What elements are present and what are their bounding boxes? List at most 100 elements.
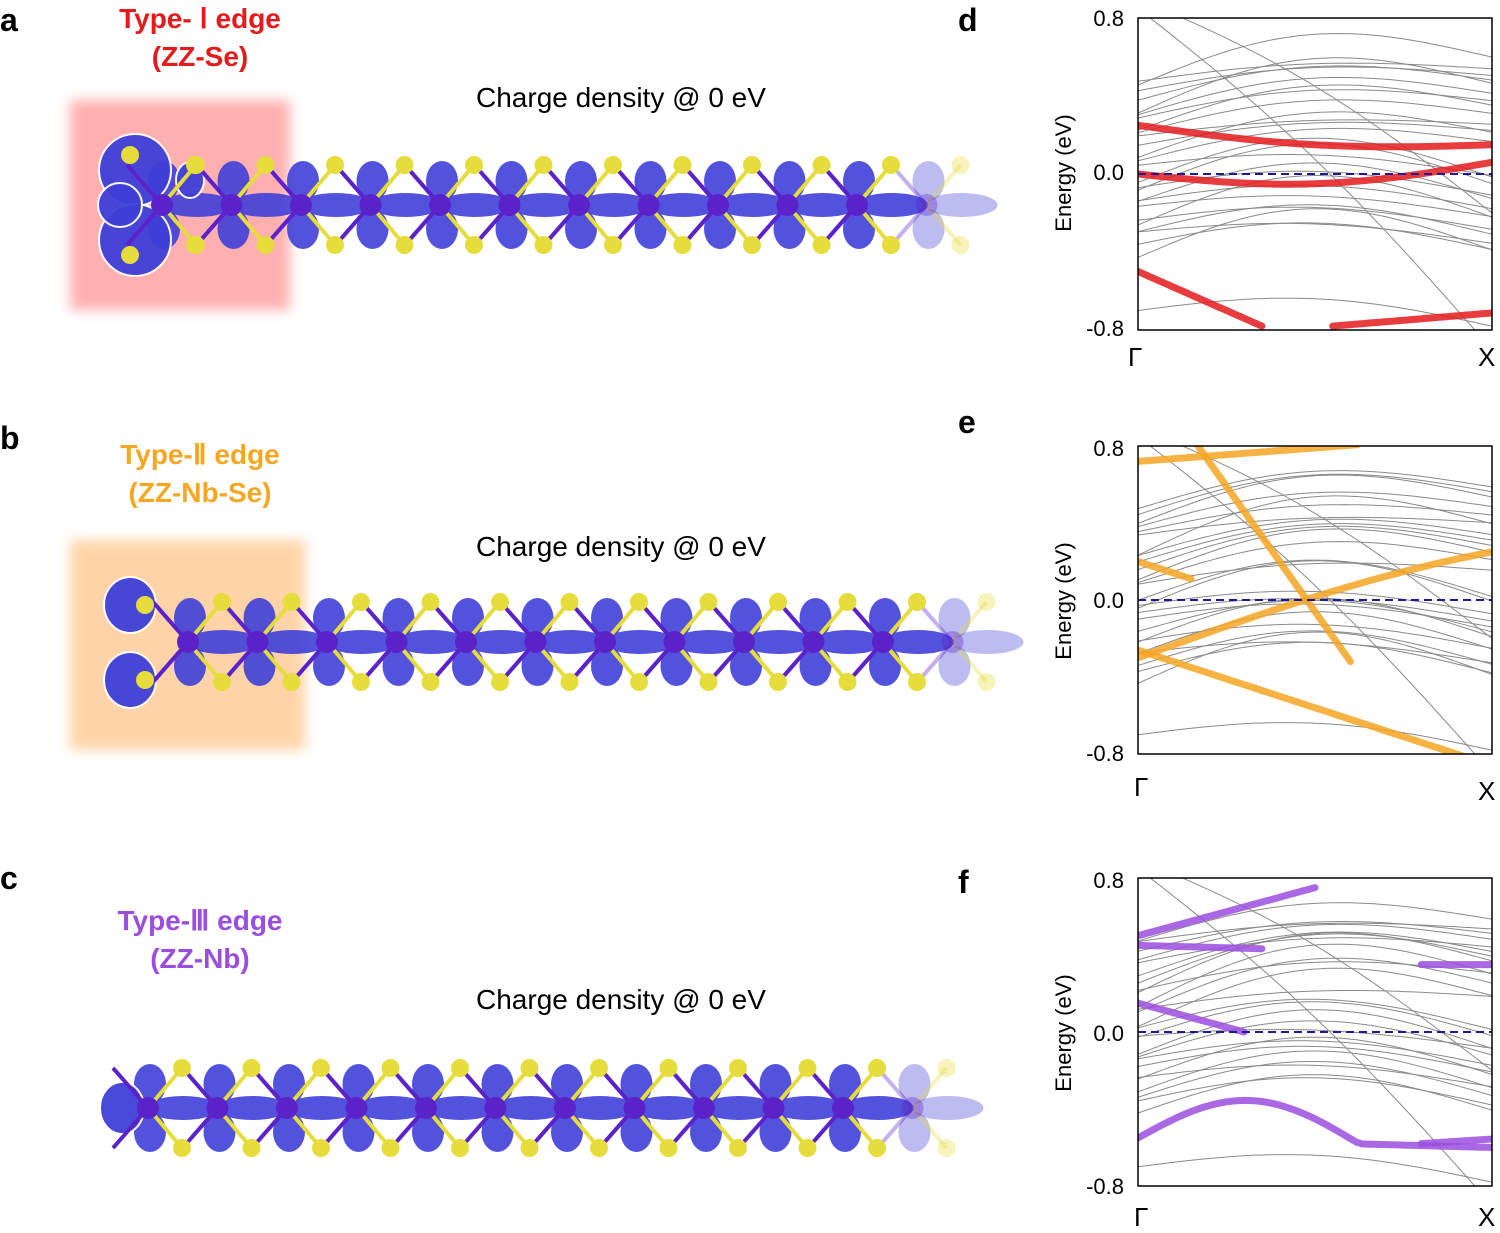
edge-state-band [1138, 941, 1266, 953]
se-atom [136, 596, 154, 614]
ylabel-d: Energy (eV) [1051, 114, 1076, 232]
se-atom [743, 156, 761, 174]
ytick-zero-d: 0.0 [1093, 160, 1124, 185]
nb-atom [594, 631, 616, 653]
se-atom [729, 1059, 747, 1077]
charge-density-lobe [508, 193, 581, 217]
se-atom [465, 236, 483, 254]
charge-density-lobe [912, 209, 945, 249]
se-atom [186, 156, 204, 174]
band-curve [1138, 722, 1492, 751]
bond [889, 163, 929, 207]
nb-atom [498, 194, 521, 216]
band-curve [1138, 931, 1492, 977]
se-atom [699, 673, 718, 691]
nb-atom [832, 1097, 854, 1119]
nb-atom [776, 194, 799, 216]
se-atom [173, 1139, 191, 1157]
band-curve [1138, 933, 1492, 984]
se-atom [937, 1059, 956, 1077]
se-atom [491, 593, 509, 611]
band-curve [1138, 921, 1492, 952]
edge-sub-label: (ZZ-Nb-Se) [128, 477, 272, 508]
charge-density-lobe [187, 630, 259, 654]
se-atom [395, 236, 414, 254]
band-curve [1138, 65, 1492, 101]
nb-atom [206, 1097, 229, 1119]
band-curve [1138, 127, 1492, 162]
band-curve [1138, 560, 1492, 609]
charge-density-lobe [856, 193, 928, 217]
se-atom [451, 1139, 469, 1157]
edge-title-a: Type- Ⅰ edge (ZZ-Se) [60, 0, 340, 76]
charge-density-lobe [912, 161, 945, 201]
ylabel-e: Energy (eV) [1051, 542, 1076, 660]
se-atom [659, 1139, 678, 1157]
nb-atom [484, 1097, 507, 1119]
charge-density-caption-a: Charge density @ 0 eV [476, 82, 766, 113]
band-curve [1138, 66, 1492, 92]
band-lines [1138, 878, 1492, 1186]
se-atom [213, 593, 231, 611]
band-curve [1138, 491, 1492, 528]
edge-sub-label: (ZZ-Nb) [150, 943, 250, 974]
band-curve [1138, 957, 1492, 1013]
charge-density-lobe [673, 630, 746, 654]
se-atom [604, 236, 622, 254]
edge-state-band [1329, 309, 1492, 330]
band-curve [1138, 99, 1492, 134]
band-curve [1138, 937, 1492, 964]
charge-density-lobe [772, 1096, 845, 1120]
band-curve [1138, 1074, 1492, 1114]
xtick-gamma-e: Γ [1134, 772, 1149, 802]
xtick-x-e: X [1478, 776, 1496, 806]
panel-label-e: e [958, 404, 976, 440]
band-lines [1138, 18, 1492, 330]
band-curve [1138, 603, 1492, 628]
band-curve [1149, 18, 1476, 330]
band-curve [1138, 470, 1492, 510]
charge-density-lobe [938, 598, 971, 638]
se-atom [121, 146, 139, 164]
charge-density-lobe [355, 1096, 428, 1120]
bond [924, 163, 963, 207]
ytick-bottom-d: -0.8 [1086, 316, 1124, 341]
band-plot-d [1137, 17, 1493, 331]
band-curve [1138, 84, 1492, 131]
nb-atom [385, 631, 408, 653]
ribbon-structure-a [70, 100, 998, 310]
se-atom [590, 1059, 608, 1077]
edge-title-c: Type-Ⅲ edge (ZZ-Nb) [60, 902, 340, 978]
ylabel-f: Energy (eV) [1051, 974, 1076, 1092]
bond [950, 640, 989, 684]
band-curve [1138, 154, 1492, 176]
se-atom [326, 236, 344, 254]
charge-density-lobe [882, 630, 954, 654]
bond [910, 1106, 949, 1150]
panel-label-f: f [958, 864, 969, 900]
bond [910, 1066, 949, 1110]
band-curve [1149, 446, 1476, 754]
band-curve [1138, 473, 1492, 515]
bond [915, 640, 955, 684]
nb-atom [733, 631, 755, 653]
se-atom [186, 236, 204, 254]
se-atom [798, 1139, 817, 1157]
ytick-top-d: 0.8 [1093, 6, 1124, 31]
plot-frame [1137, 877, 1493, 1187]
panel-label-b: b [0, 420, 20, 456]
band-curve [1138, 1077, 1492, 1106]
se-atom [729, 1139, 747, 1157]
band-curve [1138, 525, 1492, 571]
band-curve [1138, 932, 1492, 994]
charge-density-lobe [925, 193, 998, 217]
se-atom [121, 246, 139, 264]
edge-type-label: Type- Ⅰ edge [119, 3, 281, 34]
charge-density-lobe [578, 193, 650, 217]
bond [875, 1106, 915, 1150]
se-atom [534, 156, 553, 174]
se-atom [868, 1059, 886, 1077]
se-atom [213, 673, 231, 691]
band-curve [1138, 208, 1492, 258]
charge-density-lobe [147, 1096, 219, 1120]
